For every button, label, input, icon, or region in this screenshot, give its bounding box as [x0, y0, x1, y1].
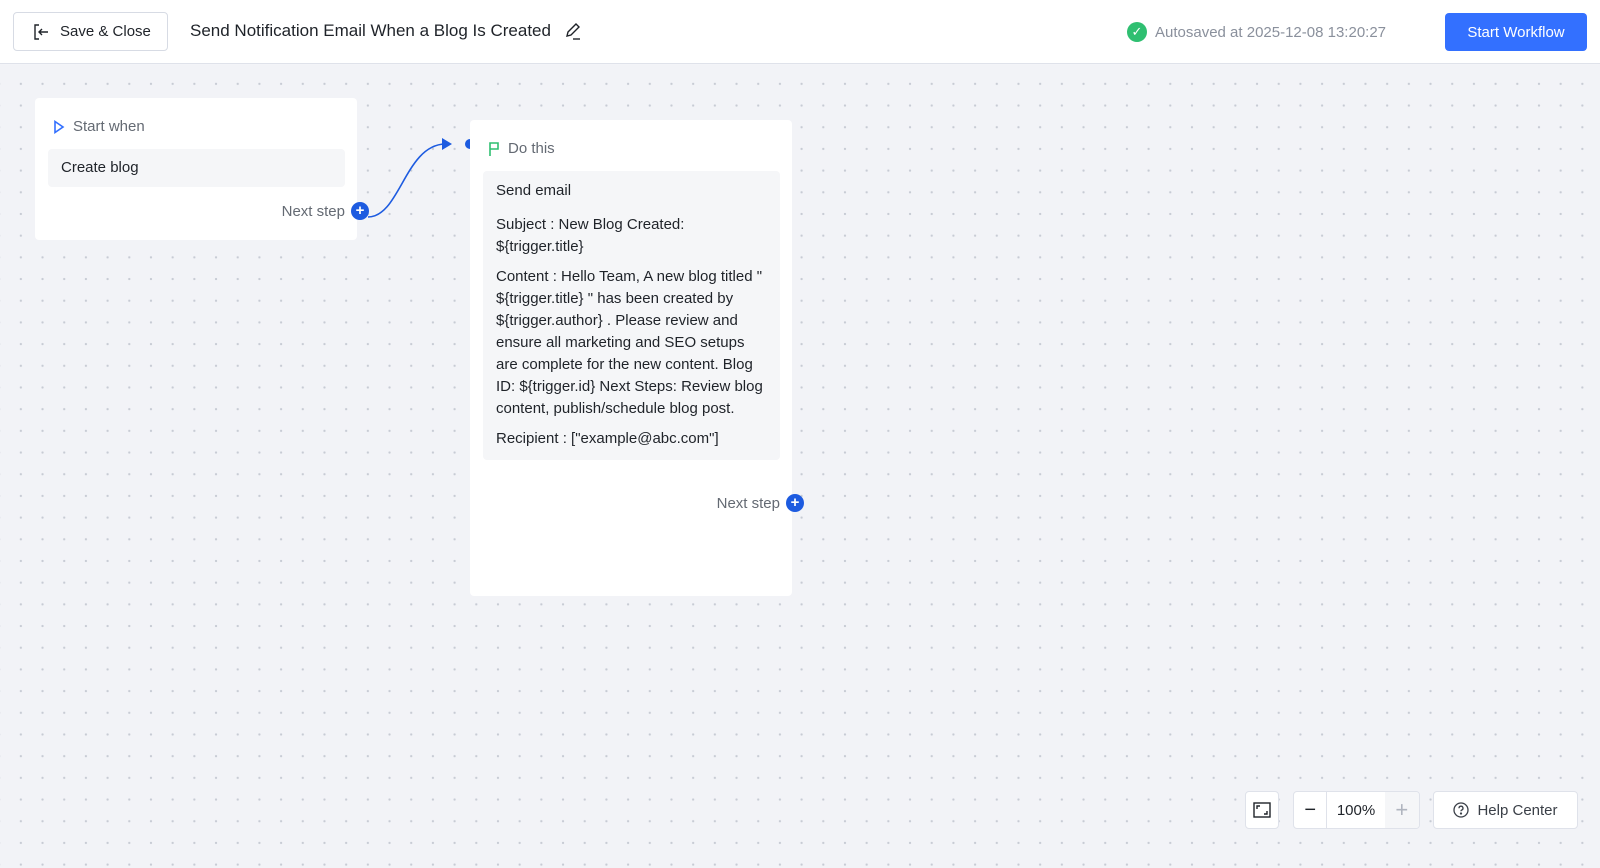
- arrow-head-icon: [442, 138, 452, 150]
- exit-icon: [34, 23, 48, 40]
- email-recipient: Recipient : ["example@abc.com"]: [496, 430, 719, 447]
- trigger-heading-text: Start when: [73, 118, 145, 135]
- top-bar: Save & Close Send Notification Email Whe…: [0, 0, 1600, 64]
- trigger-event[interactable]: Create blog: [48, 149, 345, 187]
- save-close-label: Save & Close: [60, 23, 151, 40]
- workflow-title: Send Notification Email When a Blog Is C…: [190, 21, 583, 41]
- zoom-in-button[interactable]: +: [1384, 792, 1419, 828]
- save-close-button[interactable]: Save & Close: [13, 12, 168, 51]
- trigger-event-text: Create blog: [61, 159, 139, 176]
- action-name: Send email: [496, 182, 572, 199]
- flag-icon: [489, 141, 499, 156]
- trigger-node[interactable]: Start when Create blog Next step +: [35, 98, 369, 240]
- next-step-label: Next step: [281, 202, 345, 220]
- workflow-title-text: Send Notification Email When a Blog Is C…: [190, 21, 551, 40]
- email-action-card[interactable]: Send email Subject : New Blog Created: $…: [483, 171, 780, 460]
- trigger-heading: Start when: [53, 118, 145, 135]
- email-subject: Subject : New Blog Created: ${trigger.ti…: [496, 216, 685, 255]
- action-heading-text: Do this: [508, 140, 555, 157]
- action-heading: Do this: [488, 140, 555, 157]
- fit-view-button[interactable]: [1245, 791, 1279, 829]
- autosave-text: Autosaved at 2025-12-08 13:20:27: [1155, 23, 1387, 41]
- help-center-label: Help Center: [1477, 801, 1558, 819]
- help-center-button[interactable]: Help Center: [1433, 791, 1578, 829]
- plus-icon[interactable]: +: [351, 202, 369, 220]
- zoom-level: 100%: [1336, 801, 1376, 819]
- autosave-status: ✓ Autosaved at 2025-12-08 13:20:27: [1127, 22, 1386, 42]
- action-node[interactable]: Do this Send email Subject : New Blog Cr…: [470, 120, 804, 596]
- next-step-label: Next step: [716, 494, 780, 512]
- play-icon: [54, 119, 65, 134]
- plus-icon[interactable]: +: [786, 494, 804, 512]
- fit-screen-icon: [1253, 802, 1271, 818]
- connector-edge: [367, 138, 475, 218]
- next-step-button[interactable]: Next step +: [717, 494, 804, 512]
- start-workflow-button[interactable]: Start Workflow: [1445, 13, 1587, 51]
- check-circle-icon: ✓: [1127, 22, 1147, 42]
- zoom-out-button[interactable]: −: [1294, 792, 1328, 828]
- edit-icon[interactable]: [563, 21, 583, 41]
- workflow-canvas[interactable]: Start when Create blog Next step + Do th…: [0, 65, 1600, 868]
- zoom-controls: − 100% +: [1293, 791, 1420, 829]
- next-step-button[interactable]: Next step +: [282, 202, 369, 220]
- email-content: Content : Hello Team, A new blog titled …: [496, 268, 763, 417]
- help-circle-icon: [1453, 802, 1470, 818]
